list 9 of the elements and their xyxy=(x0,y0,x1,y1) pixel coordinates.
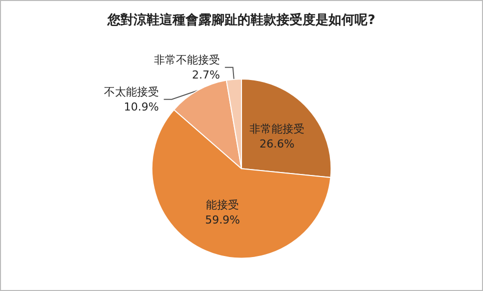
slice-label: 非常能接受 xyxy=(249,122,304,136)
chart-title: 您對涼鞋這種會露腳趾的鞋款接受度是如何呢? xyxy=(106,12,376,28)
data-label: 26.6% xyxy=(259,138,294,151)
slice-label: 非常不能接受 xyxy=(154,53,220,66)
data-label: 2.7% xyxy=(192,68,220,82)
slice-label: 能接受 xyxy=(206,198,240,212)
data-label: 59.9% xyxy=(205,213,240,226)
data-label: 10.9% xyxy=(124,100,159,114)
slice-label: 不太能接受 xyxy=(104,85,159,98)
